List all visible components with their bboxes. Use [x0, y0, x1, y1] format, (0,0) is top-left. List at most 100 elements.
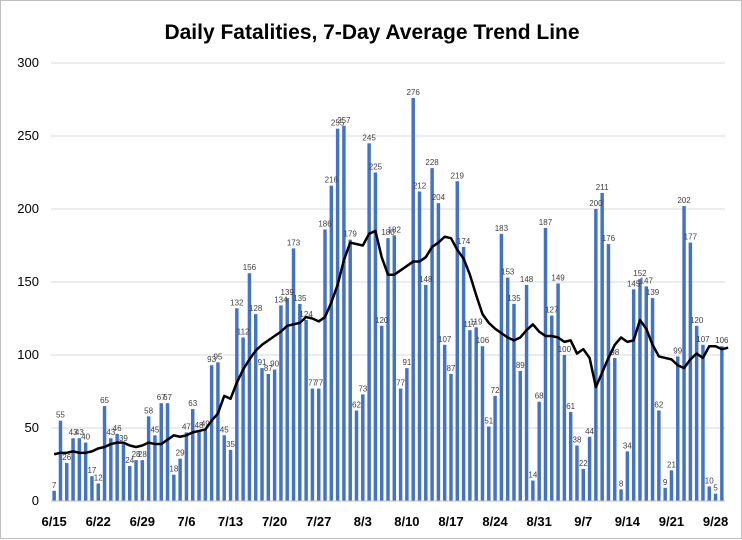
bar [461, 246, 466, 501]
x-tick-label: 9/21 [659, 514, 684, 529]
x-tick-label: 8/31 [527, 514, 552, 529]
bar-data-label: 153 [501, 268, 515, 277]
bar-data-label: 225 [369, 163, 383, 172]
y-tick-label: 200 [17, 201, 39, 216]
y-tick-label: 0 [32, 493, 39, 508]
bar [121, 444, 126, 501]
bar [480, 346, 485, 501]
bar [197, 430, 201, 501]
bar-data-label: 9 [663, 478, 668, 487]
bar-data-label: 95 [213, 352, 222, 361]
bar [493, 395, 497, 501]
bar-data-label: 28 [132, 450, 141, 459]
bar [285, 298, 289, 501]
chart-title: Daily Fatalities, 7-Day Average Trend Li… [164, 21, 579, 44]
bar [203, 429, 208, 501]
bar-data-label: 8 [619, 479, 624, 488]
bar-data-label: 34 [623, 441, 632, 450]
bar [543, 227, 548, 502]
bar-data-label: 174 [457, 237, 471, 246]
bar-data-label: 127 [545, 306, 559, 315]
bar [329, 185, 334, 501]
x-tick-label: 9/7 [574, 514, 592, 529]
bar [455, 181, 460, 501]
bar-data-label: 43 [75, 428, 84, 437]
bar [58, 420, 63, 501]
bar [638, 279, 642, 501]
bar [442, 344, 447, 501]
bar [216, 362, 220, 501]
bar-data-label: 58 [144, 406, 153, 415]
bar-data-label: 211 [596, 183, 609, 192]
bar [52, 490, 56, 501]
bar-data-label: 156 [243, 263, 257, 272]
bar [707, 486, 711, 501]
bar [316, 388, 321, 501]
bar-data-label: 173 [287, 238, 301, 247]
bar-data-label: 61 [566, 402, 575, 411]
bar [335, 128, 340, 501]
x-tick-label: 6/29 [130, 514, 155, 529]
bar-data-label: 179 [344, 230, 358, 239]
bar [505, 277, 510, 501]
bar-data-label: 17 [87, 466, 96, 475]
bar [146, 416, 151, 501]
bar-data-label: 90 [270, 360, 279, 369]
bar-data-label: 55 [56, 411, 65, 420]
bar-data-label: 135 [293, 294, 307, 303]
bar-data-label: 21 [667, 460, 676, 469]
x-tick-label: 7/27 [306, 514, 331, 529]
bar [96, 483, 100, 501]
bar [694, 325, 699, 501]
x-tick-label: 6/15 [41, 514, 66, 529]
bar-data-label: 93 [207, 355, 216, 364]
bar-data-label: 12 [94, 473, 103, 482]
bar-data-label: 128 [249, 304, 263, 313]
bar [550, 315, 554, 501]
bar [619, 489, 623, 501]
bar [669, 470, 674, 501]
bar-data-label: 148 [419, 275, 433, 284]
bar [291, 248, 296, 501]
bar [701, 344, 705, 501]
x-tick-label: 8/10 [394, 514, 419, 529]
bar-data-label: 87 [264, 364, 273, 373]
bar [83, 442, 88, 501]
bar-data-label: 22 [579, 459, 588, 468]
bar [279, 305, 283, 501]
bar-data-label: 139 [646, 288, 660, 297]
bar [562, 355, 567, 501]
bar-data-label: 28 [138, 450, 147, 459]
bar [417, 191, 422, 502]
bar [102, 406, 107, 501]
bar-data-label: 51 [484, 417, 493, 426]
bar [184, 432, 189, 501]
bar-data-label: 87 [447, 364, 456, 373]
bar-data-label: 29 [176, 449, 185, 458]
bar-data-label: 77 [308, 379, 317, 388]
bar [77, 438, 82, 501]
x-tick-label: 9/14 [615, 514, 641, 529]
bar [575, 445, 579, 501]
bar-data-label: 91 [258, 358, 267, 367]
bar-data-label: 63 [188, 399, 197, 408]
bar [556, 283, 560, 501]
bar [354, 410, 359, 501]
bar-data-label: 67 [157, 393, 166, 402]
bar [676, 356, 680, 501]
y-tick-label: 50 [25, 420, 39, 435]
y-tick-label: 300 [17, 55, 39, 70]
x-axis: 6/15 6/22 6/29 7/6 7/13 7/20 7/27 8/3 8/10 8/17 8/… [41, 500, 728, 529]
bar [606, 244, 611, 502]
bar [531, 480, 535, 501]
bar [153, 435, 157, 501]
trend-line-series [53, 229, 729, 456]
bar-data-label: 49 [201, 419, 210, 428]
bar-data-label: 38 [573, 436, 582, 445]
bar [266, 373, 271, 501]
bar-data-label: 107 [438, 335, 452, 344]
bar [392, 235, 397, 501]
bar-data-label: 177 [684, 233, 698, 242]
